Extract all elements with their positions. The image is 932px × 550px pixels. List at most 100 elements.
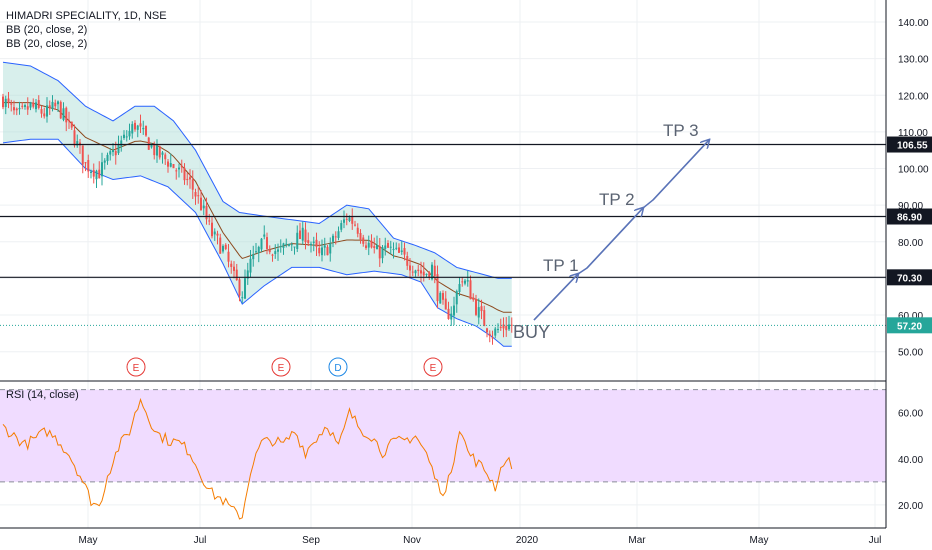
candle bbox=[24, 103, 26, 110]
candle-body bbox=[257, 246, 260, 254]
price-level-tag[interactable]: 86.90 bbox=[887, 208, 932, 225]
candle bbox=[359, 229, 362, 244]
candle-body bbox=[142, 127, 145, 130]
candle bbox=[249, 249, 252, 278]
candle bbox=[112, 143, 114, 157]
candle bbox=[362, 234, 365, 247]
bb-legend-2[interactable]: BB (20, close, 2) bbox=[6, 38, 87, 50]
candle-body bbox=[29, 102, 32, 108]
event-marker-label: D bbox=[334, 363, 341, 374]
candle bbox=[194, 188, 197, 205]
candle bbox=[480, 299, 483, 320]
candle-body bbox=[367, 242, 370, 248]
last-price-tag[interactable]: 57.20 bbox=[887, 317, 932, 334]
candle bbox=[395, 242, 398, 251]
candle-body bbox=[73, 130, 76, 146]
tp1-label[interactable]: TP 1 bbox=[543, 256, 579, 275]
event-marker[interactable]: E bbox=[271, 357, 291, 377]
candle bbox=[62, 102, 65, 122]
candle bbox=[282, 242, 285, 255]
time-axis[interactable]: May Jul Sep Nov 2020 Mar May Jul bbox=[79, 535, 882, 546]
event-marker[interactable]: E bbox=[423, 357, 443, 377]
target-arrow-segment bbox=[652, 140, 709, 201]
candle-body bbox=[414, 270, 417, 274]
candle bbox=[4, 95, 7, 115]
candle bbox=[106, 152, 109, 165]
candle-body bbox=[417, 269, 420, 271]
event-marker-circle bbox=[271, 357, 291, 377]
candle bbox=[169, 153, 172, 168]
candle bbox=[167, 158, 169, 173]
candle-body bbox=[57, 101, 59, 105]
candle bbox=[13, 100, 15, 115]
rsi-axis[interactable]: 60.00 40.00 20.00 bbox=[898, 409, 923, 512]
candle-body bbox=[433, 265, 436, 276]
symbol-title[interactable]: HIMADRI SPECIALITY, 1D, NSE bbox=[6, 10, 167, 22]
candle-body bbox=[145, 125, 147, 136]
candle-body bbox=[400, 250, 403, 252]
event-marker[interactable]: E bbox=[126, 357, 146, 377]
bb-legend-1[interactable]: BB (20, close, 2) bbox=[6, 24, 87, 36]
candle bbox=[246, 262, 249, 285]
price-tick-label: 110.00 bbox=[898, 128, 928, 139]
candle-body bbox=[420, 270, 422, 274]
candle bbox=[114, 141, 117, 165]
event-marker[interactable]: D bbox=[328, 357, 348, 377]
candle-body bbox=[455, 291, 458, 305]
candle-body bbox=[37, 100, 40, 108]
buy-label[interactable]: BUY bbox=[513, 322, 550, 342]
candle bbox=[321, 239, 323, 262]
rsi-legend[interactable]: RSI (14, close) bbox=[6, 389, 79, 401]
candle bbox=[260, 237, 263, 252]
price-tick-label: 90.00 bbox=[898, 201, 923, 212]
candle-body bbox=[447, 308, 450, 319]
candle-body bbox=[279, 246, 282, 248]
tp2-label[interactable]: TP 2 bbox=[599, 190, 635, 209]
candle-body bbox=[169, 163, 172, 167]
time-tick-label: Jul bbox=[194, 535, 207, 546]
price-level-tag[interactable]: 106.55 bbox=[887, 136, 932, 153]
candle-body bbox=[197, 195, 200, 197]
candle bbox=[70, 121, 73, 130]
candle bbox=[202, 199, 205, 216]
candle bbox=[241, 291, 244, 304]
candle-body bbox=[81, 145, 84, 165]
candle-body bbox=[139, 123, 142, 127]
price-tick-label: 130.00 bbox=[898, 55, 929, 66]
candle bbox=[315, 232, 318, 257]
candle-body bbox=[167, 161, 169, 167]
candle-body bbox=[497, 328, 499, 330]
candle bbox=[510, 317, 513, 333]
candle-body bbox=[422, 271, 425, 276]
candle bbox=[87, 154, 90, 178]
candle-body bbox=[114, 151, 117, 156]
candle bbox=[175, 168, 178, 180]
candle bbox=[238, 277, 241, 302]
target-arrow-segment bbox=[586, 208, 643, 269]
event-marker-label: E bbox=[133, 363, 140, 374]
time-tick-label: 2020 bbox=[516, 535, 539, 546]
candle bbox=[219, 233, 222, 254]
candle-body bbox=[131, 124, 134, 134]
rsi-line[interactable] bbox=[2, 397, 513, 520]
candle bbox=[255, 243, 257, 254]
price-level-tag[interactable]: 70.30 bbox=[887, 269, 932, 286]
price-axis[interactable]: 140.00 130.00 120.00 110.00 100.00 90.00 80.00… bbox=[887, 18, 932, 359]
candle-body bbox=[296, 232, 299, 250]
candle bbox=[299, 222, 301, 240]
candle bbox=[486, 327, 488, 338]
candle bbox=[505, 317, 508, 337]
candle bbox=[406, 251, 409, 270]
candle-body bbox=[334, 236, 337, 238]
candle bbox=[433, 259, 436, 284]
candle-body bbox=[458, 284, 461, 292]
candle-body bbox=[403, 248, 406, 255]
candle bbox=[32, 98, 35, 109]
candle bbox=[444, 291, 447, 310]
candle bbox=[18, 101, 21, 115]
event-marker-circle bbox=[126, 357, 146, 377]
candle-body bbox=[13, 107, 15, 111]
tp3-label[interactable]: TP 3 bbox=[663, 121, 699, 140]
candle bbox=[439, 291, 442, 304]
